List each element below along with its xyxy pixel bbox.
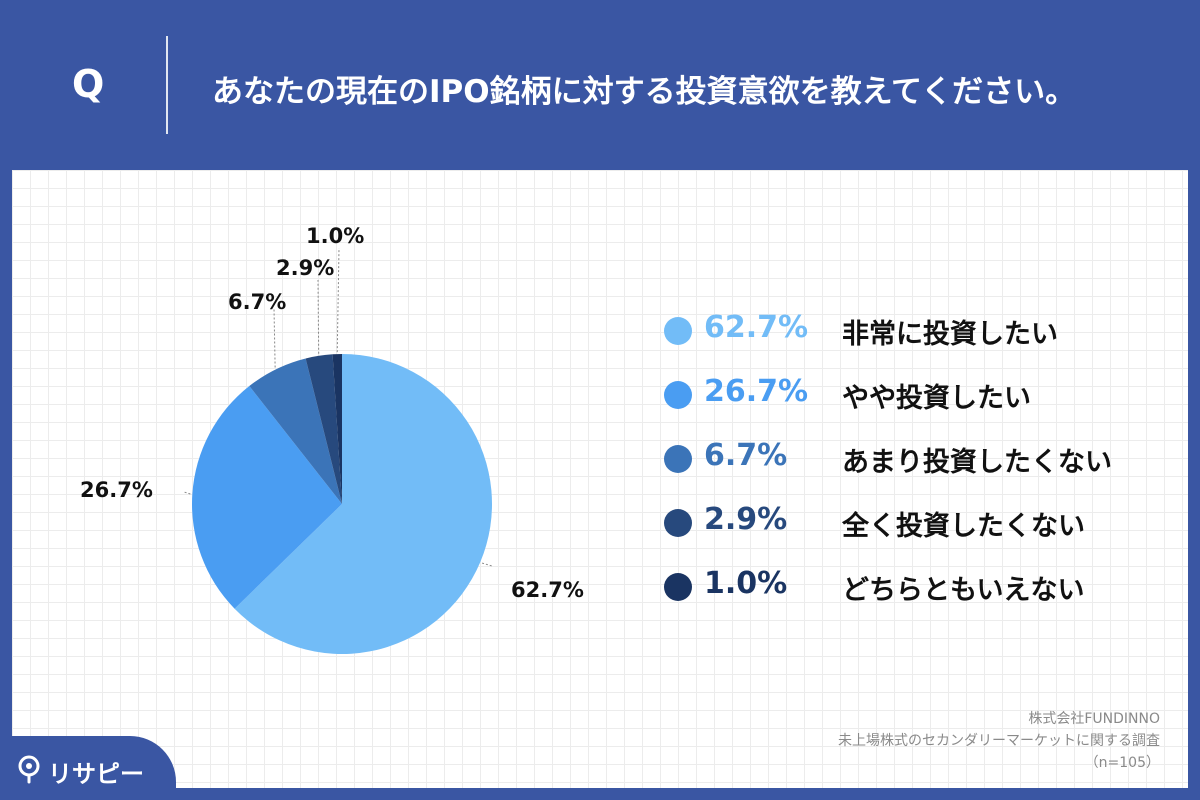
chart-panel: 62.7% 26.7% 6.7% 2.9% 1.0% 62.7% 非常に投資した… xyxy=(12,170,1188,788)
pie-slice xyxy=(332,354,342,504)
legend-percent: 6.7% xyxy=(704,438,788,473)
pie-leader-line xyxy=(273,307,276,368)
source-company: 株式会社FUNDINNO xyxy=(1028,711,1160,727)
legend-label: やや投資したい xyxy=(842,383,1031,414)
legend-dot xyxy=(664,381,692,409)
legend-percent: 1.0% xyxy=(704,566,788,601)
question-mark: Q xyxy=(72,62,105,106)
legend-label: 全く投資したくない xyxy=(842,511,1085,542)
legend-label: 非常に投資したい xyxy=(842,319,1058,350)
source-survey: 未上場株式のセカンダリーマーケットに関する調査 xyxy=(838,733,1160,749)
legend-label: あまり投資したくない xyxy=(842,447,1112,478)
source-sample: （n=105） xyxy=(1084,755,1160,771)
legend-item-neither: 1.0% どちらともいえない xyxy=(664,566,1164,630)
pie-chart xyxy=(183,247,493,654)
pie-label-not-at-all: 2.9% xyxy=(276,256,335,280)
legend-label: どちらともいえない xyxy=(842,575,1085,606)
legend-dot xyxy=(664,509,692,537)
source-note: 株式会社FUNDINNO 未上場株式のセカンダリーマーケットに関する調査 （n=… xyxy=(838,708,1160,774)
legend: 62.7% 非常に投資したい 26.7% やや投資したい 6.7% あまり投資し… xyxy=(664,310,1164,630)
pie-label-somewhat-want: 26.7% xyxy=(80,478,153,502)
legend-item-somewhat-want: 26.7% やや投資したい xyxy=(664,374,1164,438)
legend-dot xyxy=(664,445,692,473)
legend-item-not-at-all: 2.9% 全く投資したくない xyxy=(664,502,1164,566)
pie-slice xyxy=(249,358,342,504)
pie-slice xyxy=(305,354,342,504)
legend-percent: 26.7% xyxy=(704,374,809,409)
pie-slice xyxy=(234,354,493,654)
legend-dot xyxy=(664,573,692,601)
location-pin-icon xyxy=(18,755,40,784)
header: Q あなたの現在のIPO銘柄に対する投資意欲を教えてください。 xyxy=(0,0,1200,170)
pie-leader-line xyxy=(317,279,320,354)
legend-dot xyxy=(664,317,692,345)
legend-percent: 62.7% xyxy=(704,310,809,345)
pie-label-not-much: 6.7% xyxy=(228,290,287,314)
question-title: あなたの現在のIPO銘柄に対する投資意欲を教えてください。 xyxy=(212,74,1077,110)
legend-percent: 2.9% xyxy=(704,502,788,537)
legend-item-very-want: 62.7% 非常に投資したい xyxy=(664,310,1164,374)
legend-item-not-much: 6.7% あまり投資したくない xyxy=(664,438,1164,502)
pie-leader-line xyxy=(336,247,340,353)
pie-label-neither: 1.0% xyxy=(306,224,365,248)
pie-leader-line xyxy=(183,491,191,495)
pie-label-very-want: 62.7% xyxy=(511,578,584,602)
brand-name: リサピー xyxy=(48,760,144,788)
header-divider xyxy=(166,36,168,134)
pie-leader-line xyxy=(481,562,493,567)
pie-slice xyxy=(192,386,342,609)
brand-badge: リサピー xyxy=(0,736,176,800)
